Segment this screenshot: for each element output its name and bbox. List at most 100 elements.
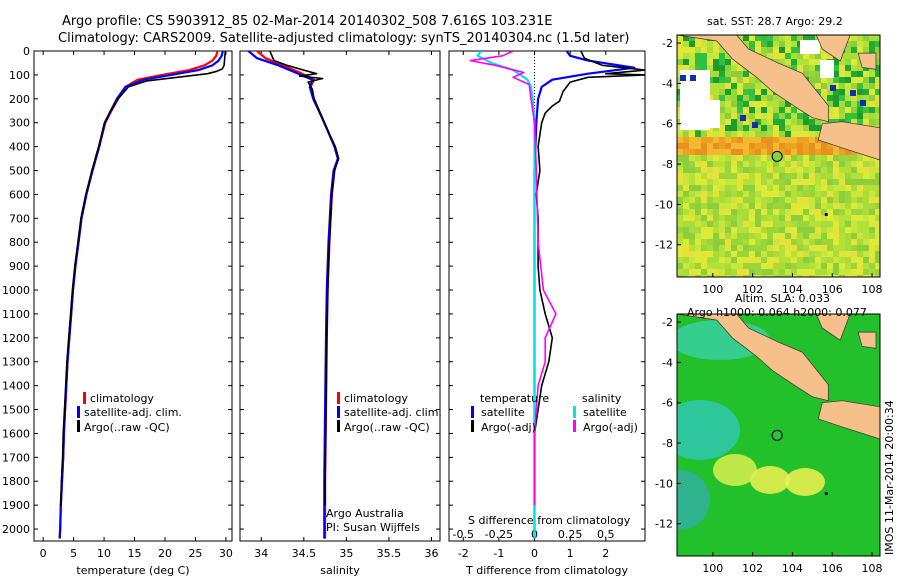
sst-cell xyxy=(689,263,695,269)
sst-cell xyxy=(719,167,725,173)
y-tick-label: 900 xyxy=(9,260,30,273)
sst-cell xyxy=(857,83,863,89)
sst-cell xyxy=(851,59,857,65)
sst-cell xyxy=(755,227,761,233)
y-tick-label: 800 xyxy=(9,236,30,249)
sst-cell xyxy=(803,125,809,131)
sst-cell xyxy=(767,179,773,185)
sst-cell xyxy=(755,203,761,209)
sst-cell xyxy=(725,239,731,245)
sst-cell xyxy=(737,203,743,209)
sst-cell xyxy=(785,263,791,269)
sst-cell xyxy=(713,83,719,89)
sst-cell xyxy=(689,179,695,185)
sst-cell xyxy=(857,71,863,77)
sst-cell xyxy=(731,89,737,95)
sst-cell xyxy=(755,179,761,185)
sst-cell xyxy=(845,119,851,125)
sst-cell xyxy=(875,185,880,191)
x-tick-label: 106 xyxy=(822,562,843,575)
sst-cell xyxy=(677,215,683,221)
sst-cell xyxy=(779,197,785,203)
sst-cell xyxy=(725,107,731,113)
sst-cell xyxy=(767,131,773,137)
sst-cell xyxy=(701,263,707,269)
sst-cell xyxy=(689,257,695,263)
sst-cell xyxy=(689,65,695,71)
sst-cell xyxy=(863,89,869,95)
sst-cell xyxy=(773,197,779,203)
series-line-s-argo xyxy=(469,51,557,506)
sst-cell xyxy=(845,149,851,155)
sst-cell xyxy=(749,77,755,83)
sst-cell xyxy=(707,59,713,65)
sst-cell xyxy=(785,137,791,143)
sst-cell xyxy=(761,167,767,173)
sst-cell xyxy=(839,173,845,179)
sst-cell xyxy=(749,149,755,155)
sst-cell xyxy=(839,71,845,77)
sst-cell xyxy=(845,233,851,239)
sst-cell xyxy=(707,275,713,277)
sst-cell xyxy=(833,191,839,197)
sst-cell xyxy=(863,209,869,215)
sst-cell xyxy=(803,173,809,179)
sst-cell xyxy=(839,263,845,269)
sst-cell xyxy=(707,203,713,209)
sst-cell xyxy=(863,83,869,89)
sst-cell xyxy=(731,221,737,227)
sst-cell xyxy=(827,149,833,155)
land-java xyxy=(817,121,880,161)
sst-cell xyxy=(743,161,749,167)
sst-cell xyxy=(845,101,851,107)
sst-cell xyxy=(791,191,797,197)
sst-cell xyxy=(857,209,863,215)
sst-cell xyxy=(875,95,880,101)
sst-cell xyxy=(875,167,880,173)
sst-cell xyxy=(719,95,725,101)
sst-cell xyxy=(749,113,755,119)
sst-cell xyxy=(743,41,749,47)
sst-cell xyxy=(731,65,737,71)
sst-cell xyxy=(749,155,755,161)
sst-cell xyxy=(821,77,827,83)
sst-cell xyxy=(683,53,689,59)
sst-cell xyxy=(749,143,755,149)
sst-cell xyxy=(755,161,761,167)
sst-cell xyxy=(803,119,809,125)
sst-cell xyxy=(719,53,725,59)
sst-cell xyxy=(857,197,863,203)
sst-cell xyxy=(719,65,725,71)
sst-cell xyxy=(773,131,779,137)
sst-cell xyxy=(809,131,815,137)
sst-cell xyxy=(791,119,797,125)
sst-cell xyxy=(719,113,725,119)
sst-cell xyxy=(737,275,743,277)
sst-cell xyxy=(725,161,731,167)
sst-cell xyxy=(815,245,821,251)
sst-cell xyxy=(707,191,713,197)
sst-cell xyxy=(707,215,713,221)
sst-cell xyxy=(725,203,731,209)
sst-cell xyxy=(689,185,695,191)
sst-cell xyxy=(719,245,725,251)
sst-cell xyxy=(821,221,827,227)
sst-cell xyxy=(707,47,713,53)
sst-cell xyxy=(767,101,773,107)
sst-cell xyxy=(791,155,797,161)
sst-cell xyxy=(851,155,857,161)
sst-cell xyxy=(815,251,821,257)
sst-cell xyxy=(755,269,761,275)
sst-cell xyxy=(737,107,743,113)
plot-frame xyxy=(33,50,233,542)
sst-cell xyxy=(683,47,689,53)
sst-cell xyxy=(785,269,791,275)
sst-cell xyxy=(797,65,803,71)
x-tick-label: 104 xyxy=(782,283,803,296)
sst-map-panel: 100 102 104 106 108 -2 -4 -6 -8 -10 -12 xyxy=(655,34,883,296)
sst-cell xyxy=(689,137,695,143)
sst-cell xyxy=(713,233,719,239)
sst-cell xyxy=(821,179,827,185)
sst-cell xyxy=(857,77,863,83)
sst-cell xyxy=(737,239,743,245)
